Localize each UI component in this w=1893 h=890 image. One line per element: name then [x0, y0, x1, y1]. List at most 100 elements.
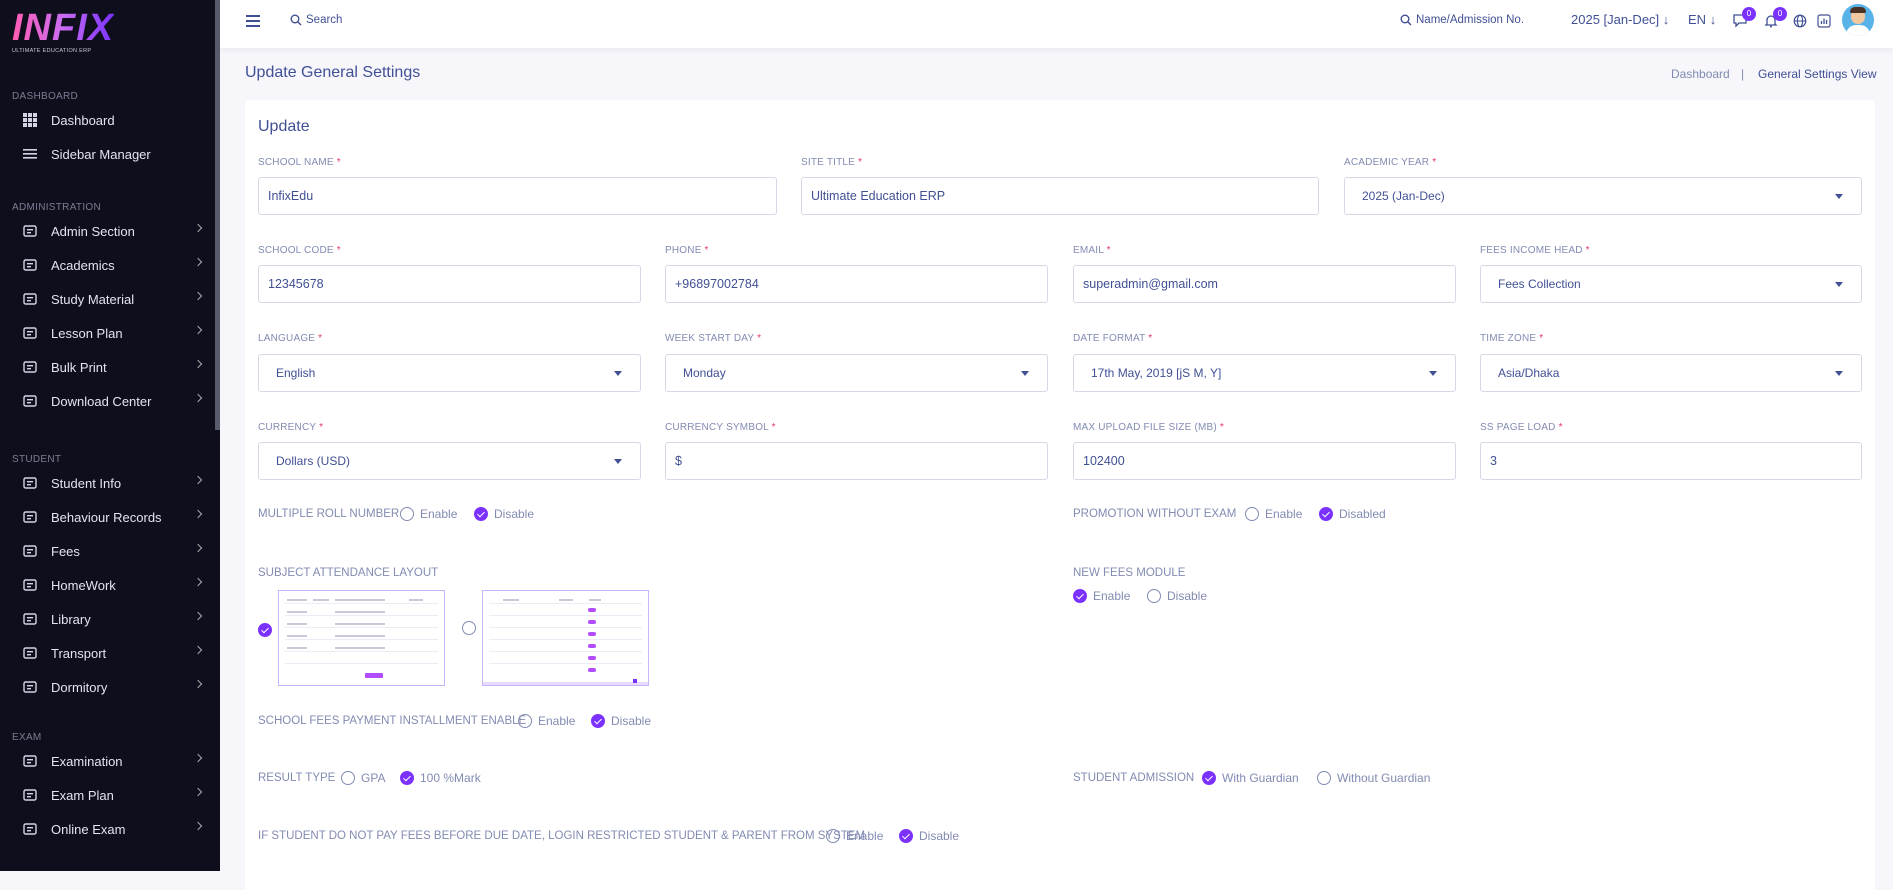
installment-enable[interactable]: Enable — [518, 714, 575, 728]
search-input[interactable]: Search — [306, 14, 343, 26]
language-label: LANGUAGE * — [258, 333, 323, 344]
chevron-right-icon — [193, 223, 203, 233]
sidebar-item-online-exam[interactable]: Online Exam — [0, 814, 215, 844]
hamburger-menu-icon[interactable] — [246, 15, 260, 27]
sidebar-item-exam-plan[interactable]: Exam Plan — [0, 780, 215, 810]
sidebar-item-download-center[interactable]: Download Center — [0, 386, 215, 416]
new-fees-module-label: NEW FEES MODULE — [1073, 567, 1186, 579]
sidebar-item-student-info[interactable]: Student Info — [0, 468, 215, 498]
restrict-login-label: IF STUDENT DO NOT PAY FEES BEFORE DUE DA… — [258, 830, 866, 842]
logo[interactable]: INFIX ULTIMATE EDUCATION ERP — [12, 9, 114, 54]
sidebar-item-label: Fees — [51, 543, 80, 559]
school-name-label: SCHOOL NAME * — [258, 157, 341, 168]
multiple-roll-enable[interactable]: Enable — [400, 507, 457, 521]
academic-year-selector[interactable]: 2025 [Jan-Dec] ↓ — [1571, 12, 1669, 27]
result-type-gpa[interactable]: GPA — [341, 771, 385, 785]
installment-disable[interactable]: Disable — [591, 714, 651, 728]
attendance-layout-1-radio[interactable] — [258, 623, 272, 637]
attendance-layout-2-preview[interactable] — [482, 590, 649, 686]
sidebar-item-admin-section[interactable]: Admin Section — [0, 216, 215, 246]
language-select[interactable]: English — [258, 354, 641, 392]
result-type-mark[interactable]: 100 %Mark — [400, 771, 481, 785]
sidebar: INFIX ULTIMATE EDUCATION ERP DASHBOARD Da… — [0, 0, 220, 871]
fees-income-head-select[interactable]: Fees Collection — [1480, 265, 1862, 303]
new-fees-disable[interactable]: Disable — [1147, 589, 1207, 603]
student-search-input[interactable]: Name/Admission No. — [1416, 14, 1525, 26]
attendance-layout-2-radio[interactable] — [462, 621, 476, 635]
sidebar-item-academics[interactable]: Academics — [0, 250, 215, 280]
sidebar-item-dashboard[interactable]: Dashboard — [0, 105, 215, 135]
chevron-right-icon — [193, 645, 203, 655]
language-selector[interactable]: EN ↓ — [1688, 12, 1716, 27]
sidebar-item-bulk-print[interactable]: Bulk Print — [0, 352, 215, 382]
graduation-cap-icon — [23, 258, 37, 272]
chevron-right-icon — [193, 291, 203, 301]
result-type-label: RESULT TYPE — [258, 772, 336, 784]
radio-checked-icon — [1319, 507, 1333, 521]
library-icon — [23, 612, 37, 626]
clipboard-icon — [23, 788, 37, 802]
promotion-enable[interactable]: Enable — [1245, 507, 1302, 521]
restrict-login-disable[interactable]: Disable — [899, 829, 959, 843]
student-search-icon[interactable] — [1400, 14, 1412, 26]
arrow-down-icon: ↓ — [1662, 12, 1670, 27]
chevron-right-icon — [193, 475, 203, 485]
restrict-login-enable[interactable]: Enable — [826, 829, 883, 843]
sidebar-item-library[interactable]: Library — [0, 604, 215, 634]
attendance-layout-1-preview[interactable] — [278, 590, 445, 686]
chevron-right-icon — [193, 393, 203, 403]
sidebar-item-lesson-plan[interactable]: Lesson Plan — [0, 318, 215, 348]
sidebar-section-administration: ADMINISTRATION — [12, 202, 102, 213]
multiple-roll-label: MULTIPLE ROLL NUMBER — [258, 508, 400, 520]
analytics-icon[interactable] — [1817, 14, 1831, 28]
admin-icon — [23, 224, 37, 238]
phone-input[interactable]: +96897002784 — [665, 265, 1048, 303]
site-title-input[interactable]: Ultimate Education ERP — [801, 177, 1319, 215]
sidebar-item-dormitory[interactable]: Dormitory — [0, 672, 215, 702]
globe-icon[interactable] — [1793, 14, 1807, 28]
sidebar-item-label: Bulk Print — [51, 359, 107, 375]
sidebar-item-study-material[interactable]: Study Material — [0, 284, 215, 314]
school-code-input[interactable]: 12345678 — [258, 265, 641, 303]
book-icon — [23, 578, 37, 592]
multiple-roll-disable[interactable]: Disable — [474, 507, 534, 521]
sidebar-item-sidebar-manager[interactable]: Sidebar Manager — [0, 139, 215, 169]
messages-count-badge: 0 — [1742, 7, 1756, 21]
sidebar-item-behaviour-records[interactable]: Behaviour Records — [0, 502, 215, 532]
promotion-disabled[interactable]: Disabled — [1319, 507, 1386, 521]
max-upload-input[interactable]: 102400 — [1073, 442, 1456, 480]
bus-icon — [23, 646, 37, 660]
admission-with-guardian[interactable]: With Guardian — [1202, 771, 1299, 785]
sidebar-item-label: Study Material — [51, 291, 135, 307]
academic-year-select[interactable]: 2025 (Jan-Dec) — [1344, 177, 1862, 215]
search-icon[interactable] — [290, 14, 302, 26]
ss-page-load-input[interactable]: 3 — [1480, 442, 1862, 480]
sidebar-item-label: Download Center — [51, 393, 152, 409]
caret-down-icon — [1835, 194, 1843, 199]
language-value: EN — [1688, 12, 1707, 27]
fees-income-head-label: FEES INCOME HEAD * — [1480, 245, 1590, 256]
avatar[interactable] — [1842, 4, 1874, 36]
caret-down-icon — [1021, 371, 1029, 376]
chevron-right-icon — [193, 577, 203, 587]
sidebar-item-label: Examination — [51, 753, 123, 769]
sidebar-item-fees[interactable]: Fees — [0, 536, 215, 566]
currency-symbol-input[interactable]: $ — [665, 442, 1048, 480]
new-fees-enable[interactable]: Enable — [1073, 589, 1130, 603]
currency-select[interactable]: Dollars (USD) — [258, 442, 641, 480]
email-input[interactable]: superadmin@gmail.com — [1073, 265, 1456, 303]
time-zone-select[interactable]: Asia/Dhaka — [1480, 354, 1862, 392]
sidebar-item-label: Lesson Plan — [51, 325, 123, 341]
radio-icon — [518, 714, 532, 728]
sidebar-item-transport[interactable]: Transport — [0, 638, 215, 668]
school-name-input[interactable]: InfixEdu — [258, 177, 777, 215]
sidebar-item-homework[interactable]: HomeWork — [0, 570, 215, 600]
sidebar-item-label: Sidebar Manager — [51, 146, 151, 162]
sidebar-item-examination[interactable]: Examination — [0, 746, 215, 776]
week-start-day-select[interactable]: Monday — [665, 354, 1048, 392]
sidebar-scrollbar[interactable] — [215, 0, 220, 430]
promotion-without-exam-label: PROMOTION WITHOUT EXAM — [1073, 508, 1237, 520]
admission-without-guardian[interactable]: Without Guardian — [1317, 771, 1430, 785]
breadcrumb-dashboard[interactable]: Dashboard — [1671, 67, 1730, 81]
date-format-select[interactable]: 17th May, 2019 [jS M, Y] — [1073, 354, 1456, 392]
